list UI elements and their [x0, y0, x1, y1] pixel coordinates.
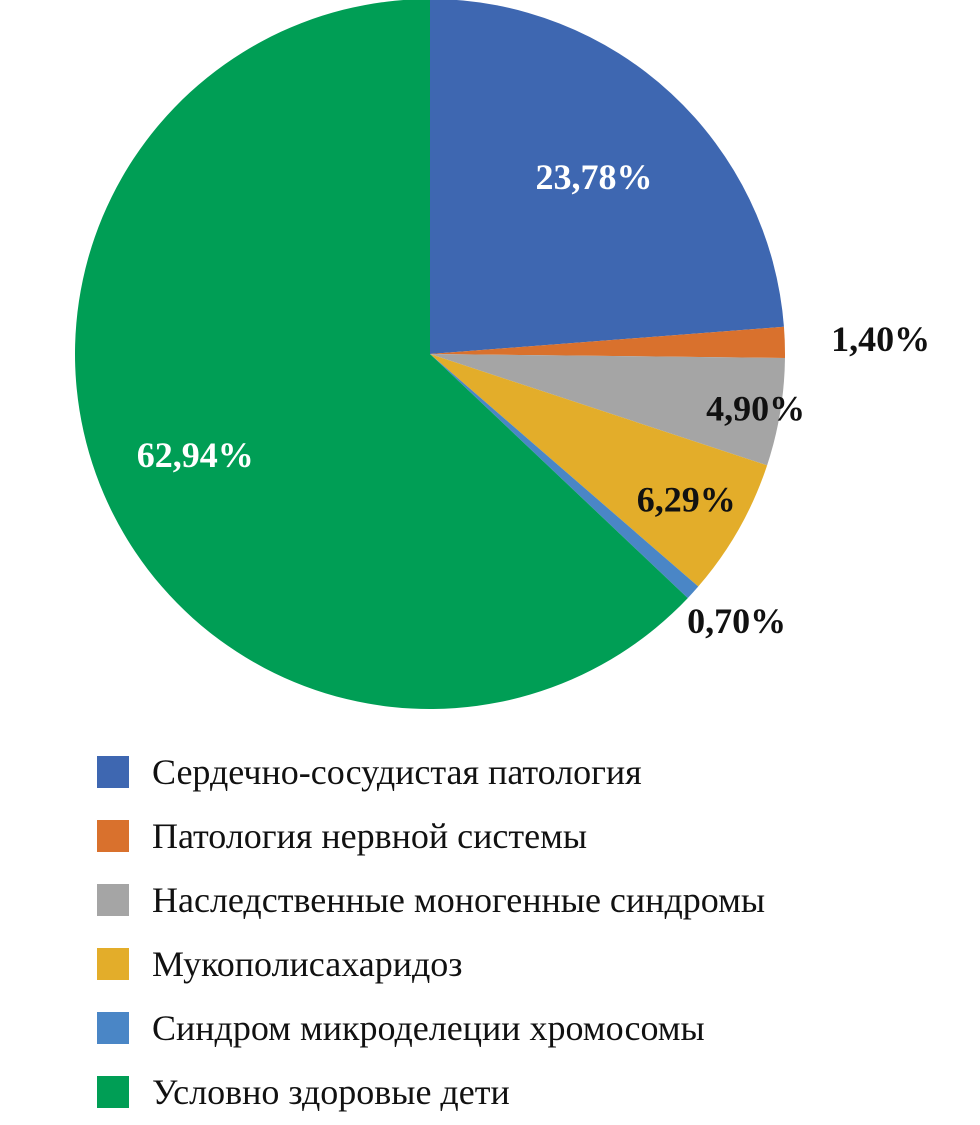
slice-data-label: 6,29%	[637, 480, 736, 520]
legend-swatch	[97, 756, 129, 788]
legend-label: Мукополисахаридоз	[152, 944, 463, 984]
slice-data-label: 0,70%	[687, 601, 786, 641]
pie-slice	[430, 354, 785, 466]
legend-item: Условно здоровые дети	[97, 1060, 957, 1124]
legend-item: Наследственные моногенные синдромы	[97, 868, 957, 932]
pie-chart: 23,78% 1,40% 4,90% 6,29% 0,70% 62,94%	[75, 0, 930, 709]
legend-label: Наследственные моногенные синдромы	[152, 880, 766, 920]
legend-item: Патология нервной системы	[97, 804, 957, 868]
pie-slice	[430, 0, 784, 354]
pie-chart-svg: 23,78% 1,40% 4,90% 6,29% 0,70% 62,94%	[75, 0, 930, 709]
legend-label: Сердечно-сосудистая патология	[152, 752, 642, 792]
legend-swatch	[97, 1076, 129, 1108]
pie-slice	[430, 354, 768, 587]
legend-item: Мукополисахаридоз	[97, 932, 957, 996]
pie-slices	[75, 0, 785, 709]
pie-slice	[75, 0, 688, 709]
legend-swatch	[97, 884, 129, 916]
legend-label: Синдром микроделеции хромосомы	[152, 1008, 705, 1048]
legend-item: Синдром микроделеции хромосомы	[97, 996, 957, 1060]
slice-data-label: 4,90%	[706, 388, 805, 428]
pie-slice	[430, 326, 785, 358]
pie-slice	[430, 354, 699, 599]
legend-label: Патология нервной системы	[152, 816, 588, 856]
slice-data-label: 1,40%	[831, 319, 930, 359]
legend-item: Сердечно-сосудистая патология	[97, 740, 957, 804]
legend-swatch	[97, 820, 129, 852]
legend-swatch	[97, 948, 129, 980]
pie-labels: 23,78% 1,40% 4,90% 6,29% 0,70% 62,94%	[137, 157, 930, 641]
legend-swatch	[97, 1012, 129, 1044]
slice-data-label: 23,78%	[536, 157, 653, 197]
legend: Сердечно-сосудистая патология Патология …	[97, 740, 957, 1124]
slice-data-label: 62,94%	[137, 435, 254, 475]
legend-label: Условно здоровые дети	[152, 1072, 510, 1112]
